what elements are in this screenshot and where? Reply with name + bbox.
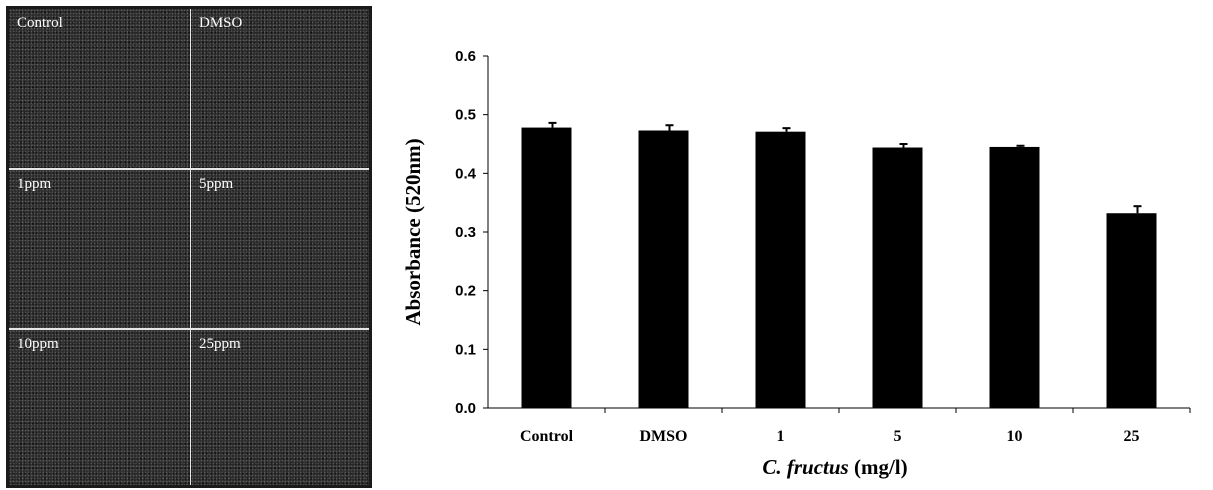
bar [755, 131, 806, 408]
micrograph-1ppm: 1ppm [9, 170, 190, 328]
micrograph-panel: Control DMSO 1ppm 5ppm 10ppm 25ppm [6, 6, 372, 488]
x-tick-label: DMSO [640, 428, 688, 445]
x-axis-label: C. fructus (mg/l) [762, 455, 907, 479]
x-tick-label: 25 [1124, 428, 1140, 445]
micrograph-label: 5ppm [199, 176, 234, 192]
bar [521, 127, 572, 408]
x-tick-label: 5 [894, 428, 902, 445]
y-tick-label: 0.0 [455, 400, 476, 417]
absorbance-bar-chart: 0.00.10.20.30.40.50.6 Control DMSO 1 5 10 25 … [401, 48, 1191, 479]
y-axis-label: Absorbance (520nm) [401, 138, 425, 325]
bar [872, 147, 923, 408]
bar [638, 130, 689, 409]
x-tick-label: Control [520, 428, 574, 445]
x-tick-label: 10 [1007, 428, 1023, 445]
micrograph-10ppm: 10ppm [9, 330, 190, 485]
bar [1106, 213, 1157, 408]
micrograph-label: 25ppm [199, 336, 241, 352]
micrograph-label: Control [17, 15, 63, 31]
y-tick-label: 0.2 [455, 283, 476, 300]
y-tick-label: 0.3 [455, 224, 476, 241]
micrograph-label: 1ppm [17, 176, 52, 192]
micrograph-5ppm: 5ppm [191, 170, 369, 328]
micrograph-25ppm: 25ppm [191, 330, 369, 485]
y-tick-label: 0.4 [455, 165, 477, 182]
y-tick-label: 0.1 [455, 341, 476, 358]
y-tick-label: 0.5 [455, 107, 476, 124]
micrograph-label: DMSO [199, 15, 243, 31]
micrograph-dmso: DMSO [191, 9, 369, 168]
grid-divider-vertical [190, 9, 191, 485]
y-tick-label: 0.6 [455, 48, 476, 65]
grid-divider-horizontal [9, 328, 369, 330]
x-axis-ticks: Control DMSO 1 5 10 25 [520, 408, 1191, 445]
bars [521, 121, 1157, 409]
x-axis-label-species: C. fructus [762, 455, 848, 479]
grid-divider-horizontal [9, 168, 369, 170]
y-axis-ticks: 0.0 0.1 0.2 0.3 0.4 0.5 0.6 [455, 48, 488, 417]
micrograph-label: 10ppm [17, 336, 59, 352]
bar [989, 146, 1040, 408]
x-tick-label: 1 [777, 428, 785, 445]
x-axis-label-unit: (mg/l) [849, 455, 908, 479]
chart-axes [487, 56, 1190, 409]
micrograph-control: Control [9, 9, 190, 168]
